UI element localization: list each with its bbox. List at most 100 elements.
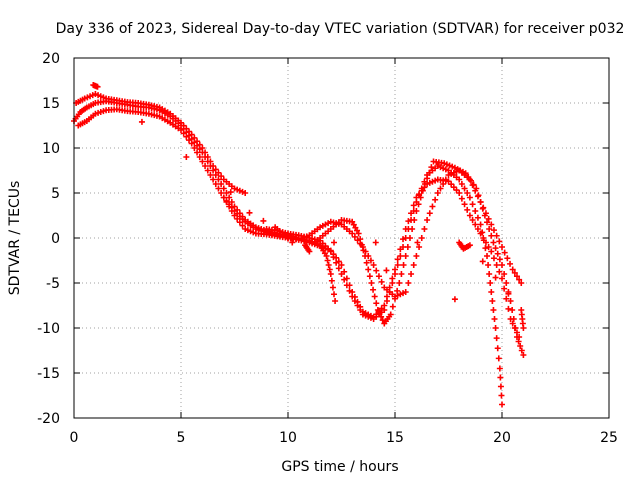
- data-point: [227, 189, 234, 196]
- data-point: [488, 221, 495, 228]
- data-point: [349, 230, 356, 237]
- data-point: [338, 262, 345, 268]
- data-point: [466, 242, 473, 249]
- x-tick-label: 5: [177, 430, 186, 446]
- data-point: [479, 205, 486, 212]
- data-point: [351, 293, 358, 300]
- data-point: [517, 343, 524, 349]
- data-point: [437, 185, 444, 192]
- data-point: [406, 235, 413, 241]
- data-point: [329, 284, 336, 291]
- data-point: [188, 131, 195, 138]
- data-point: [464, 190, 471, 196]
- data-point: [346, 282, 353, 289]
- data-point: [183, 154, 190, 160]
- data-point: [223, 197, 230, 204]
- data-point: [186, 137, 193, 144]
- y-tick-label: -15: [37, 366, 60, 382]
- data-point: [325, 262, 332, 268]
- data-point: [490, 307, 497, 313]
- data-point: [368, 280, 375, 286]
- data-point: [400, 236, 407, 243]
- data-point: [324, 257, 331, 264]
- data-point: [397, 253, 404, 259]
- data-point: [492, 245, 499, 252]
- data-point: [501, 271, 508, 277]
- data-point: [408, 271, 415, 277]
- data-point: [485, 244, 492, 250]
- data-point: [473, 185, 480, 192]
- data-point: [498, 392, 505, 399]
- data-point: [331, 291, 338, 298]
- data-point: [366, 273, 373, 280]
- data-point: [199, 145, 206, 151]
- data-point: [424, 175, 431, 182]
- data-point: [497, 374, 504, 381]
- data-point: [362, 253, 369, 259]
- data-point: [404, 244, 411, 250]
- data-point: [327, 247, 334, 254]
- data-point: [354, 298, 361, 305]
- data-point: [389, 275, 396, 282]
- x-tick-label: 25: [600, 430, 618, 446]
- data-point: [178, 127, 184, 133]
- x-tick-label: 15: [386, 430, 404, 446]
- data-point: [413, 253, 420, 259]
- grid: [74, 58, 609, 418]
- data-point: [432, 196, 439, 203]
- data-point: [490, 239, 497, 246]
- data-point: [518, 347, 525, 354]
- data-point: [370, 286, 377, 293]
- data-point: [220, 194, 227, 201]
- data-point: [223, 190, 230, 196]
- data-point: [202, 163, 209, 169]
- data-point: [371, 293, 378, 300]
- data-point: [274, 226, 281, 232]
- data-point: [188, 140, 195, 147]
- data-point: [373, 267, 380, 274]
- data-point: [490, 255, 497, 262]
- data-point: [373, 300, 380, 307]
- data-point: [477, 221, 484, 228]
- data-point: [474, 214, 481, 221]
- data-point: [496, 365, 503, 372]
- data-point: [392, 295, 398, 302]
- data-point: [218, 190, 225, 196]
- series-track-e: [317, 158, 527, 358]
- data-point: [411, 217, 418, 223]
- data-point: [499, 244, 505, 250]
- data-point: [486, 226, 493, 232]
- data-point: [464, 206, 471, 213]
- data-point: [485, 215, 492, 222]
- data-point: [429, 203, 436, 210]
- data-point: [332, 298, 339, 304]
- data-point: [370, 262, 377, 268]
- data-point: [351, 233, 358, 240]
- data-point: [378, 313, 385, 320]
- data-point: [402, 226, 409, 232]
- data-point: [479, 258, 486, 265]
- x-tick-label: 20: [493, 430, 511, 446]
- data-point: [461, 185, 468, 192]
- data-point: [285, 235, 291, 242]
- data-point: [191, 134, 198, 141]
- data-point: [493, 232, 500, 239]
- data-point: [501, 249, 508, 256]
- data-point: [314, 238, 321, 245]
- data-point: [467, 177, 474, 184]
- data-point: [418, 235, 425, 241]
- data-point: [381, 302, 388, 309]
- data-point: [503, 280, 510, 286]
- data-point: [465, 174, 472, 181]
- data-point: [518, 280, 525, 286]
- data-point: [409, 226, 416, 232]
- data-point: [434, 190, 441, 196]
- data-point: [474, 226, 481, 232]
- plot-frame: [73, 57, 610, 419]
- data-point: [199, 158, 206, 165]
- x-tick-label: 0: [70, 430, 79, 446]
- data-point: [349, 289, 356, 295]
- data-point: [215, 185, 222, 192]
- data-point: [488, 289, 495, 295]
- data-point: [507, 298, 514, 304]
